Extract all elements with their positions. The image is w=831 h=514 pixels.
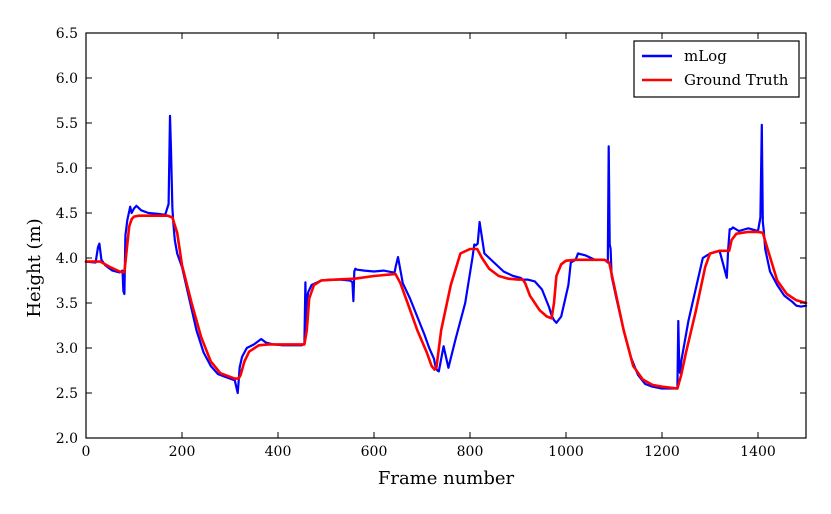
x-tick-label: 400	[265, 444, 292, 460]
y-tick-label: 5.5	[56, 116, 78, 132]
x-tick-label: 200	[169, 444, 196, 460]
y-tick-label: 3.0	[56, 341, 78, 357]
plot-area: 0 200 400 600 800 1000 1200 1400 2.0 2.5 3.0 3.5 4.0…	[56, 26, 808, 460]
legend-box	[633, 40, 800, 98]
y-axis-title: Height (m)	[24, 218, 45, 317]
y-tick-label: 4.5	[56, 206, 78, 222]
y-tick-label: 6.0	[56, 71, 78, 87]
y-tick-label: 2.0	[56, 431, 78, 447]
x-tick-label: 1000	[548, 444, 584, 460]
y-tick-label: 3.5	[56, 296, 78, 312]
y-tick-label: 2.5	[56, 386, 78, 402]
x-tick-label: 600	[361, 444, 388, 460]
x-tick-label: 1200	[644, 444, 680, 460]
x-tick-label: 800	[457, 444, 484, 460]
plot-frame	[85, 32, 807, 439]
y-tick-label: 6.5	[56, 26, 78, 42]
series-line-ground-truth	[84, 214, 808, 390]
x-tick-label: 0	[82, 444, 91, 460]
y-tick-label: 5.0	[56, 161, 78, 177]
x-axis-title: Frame number	[378, 468, 515, 489]
series-line-mlog	[84, 114, 808, 395]
x-tick-label: 1400	[740, 444, 776, 460]
y-axis-title-group: Height (m)	[24, 218, 45, 317]
y-tick-label: 4.0	[56, 251, 78, 267]
legend-label-ground-truth: Ground Truth	[684, 71, 789, 89]
legend-label-mlog: mLog	[684, 47, 727, 65]
